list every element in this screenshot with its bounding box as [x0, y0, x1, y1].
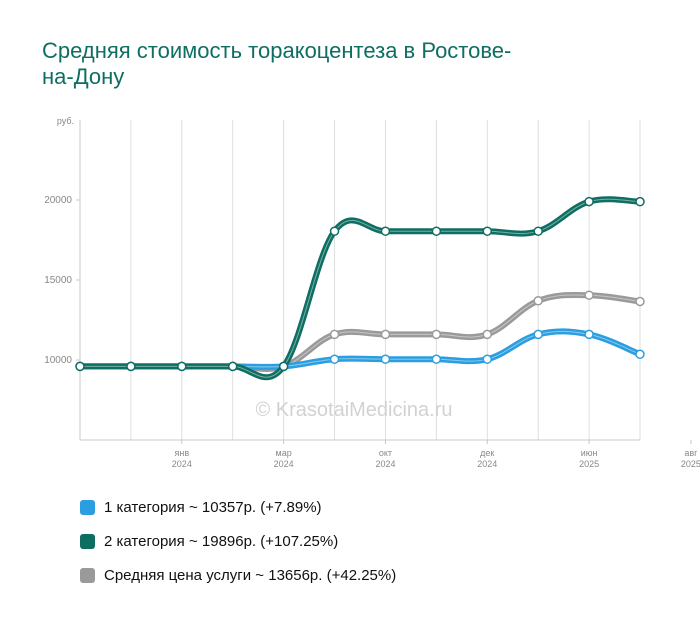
data-point — [278, 361, 289, 372]
data-point — [329, 354, 340, 364]
legend-label: 1 категория ~ 10357р. (+7.89%) — [104, 498, 322, 516]
x-tick-label-year: 2024 — [274, 459, 294, 469]
y-axis-unit: руб. — [57, 116, 74, 126]
data-point — [380, 329, 391, 340]
y-axis-ticks: 10000 15000 20000 — [44, 195, 80, 366]
data-point — [533, 329, 543, 340]
legend-swatch — [80, 533, 95, 549]
series-3 — [75, 196, 645, 381]
legend-item-category-2[interactable]: 2 категория ~ 19896р. (+107.25%) — [80, 524, 396, 558]
data-point — [126, 361, 136, 372]
y-tick-label: 15000 — [44, 275, 72, 286]
data-point — [482, 226, 493, 236]
data-point — [329, 226, 340, 236]
series — [75, 196, 645, 381]
data-point — [177, 361, 187, 372]
x-tick-label-year: 2024 — [375, 459, 395, 469]
data-point — [380, 354, 391, 364]
legend-swatch — [80, 567, 95, 583]
legend-label: 2 категория ~ 19896р. (+107.25%) — [104, 532, 339, 550]
legend-item-category-1[interactable]: 1 категория ~ 10357р. (+7.89%) — [80, 490, 396, 524]
x-tick-label-year: 2024 — [172, 459, 192, 469]
x-tick-label-year: 2025 — [579, 459, 599, 469]
data-point — [482, 354, 493, 364]
x-axis-ticks: янв2024мар2024окт2024дек2024июн2025авг20… — [172, 440, 700, 469]
data-point — [431, 329, 442, 340]
series-line — [77, 328, 643, 370]
legend-label: Средняя цена услуги ~ 13656р. (+42.25%) — [104, 566, 397, 584]
series-line — [77, 196, 643, 381]
data-point — [431, 354, 442, 364]
y-tick-label: 10000 — [44, 355, 72, 366]
data-point — [635, 296, 645, 307]
data-point — [431, 226, 442, 236]
watermark: © KrasotaiMedicina.ru — [255, 399, 452, 421]
x-tick-label-year: 2024 — [477, 459, 497, 469]
x-tick-label-month: июн — [581, 448, 598, 458]
data-point — [533, 226, 543, 236]
x-tick-label-month: авг — [684, 448, 698, 458]
grid — [79, 120, 641, 441]
data-point — [75, 361, 85, 372]
series-line-highlight — [79, 198, 641, 378]
data-point — [482, 329, 493, 340]
data-point — [227, 361, 238, 372]
x-tick-label-month: янв — [175, 448, 190, 458]
data-point — [533, 296, 543, 306]
data-point — [635, 196, 645, 207]
x-tick-label-year: 2025 — [681, 459, 700, 469]
y-tick-label: 20000 — [44, 195, 72, 206]
x-tick-label-month: окт — [379, 448, 392, 458]
x-tick-label-month: дек — [480, 448, 494, 458]
data-point — [584, 290, 594, 300]
chart-title: Средняя стоимость торакоцентеза в Ростов… — [42, 38, 512, 89]
data-point — [635, 349, 645, 360]
legend-swatch — [80, 499, 95, 515]
legend: 1 категория ~ 10357р. (+7.89%) 2 категор… — [80, 490, 396, 592]
x-tick-label-month: мар — [276, 448, 292, 458]
data-point — [584, 196, 594, 207]
data-point — [329, 329, 340, 340]
data-point — [380, 226, 391, 236]
legend-item-average[interactable]: Средняя цена услуги ~ 13656р. (+42.25%) — [80, 558, 396, 592]
data-point — [584, 329, 594, 340]
